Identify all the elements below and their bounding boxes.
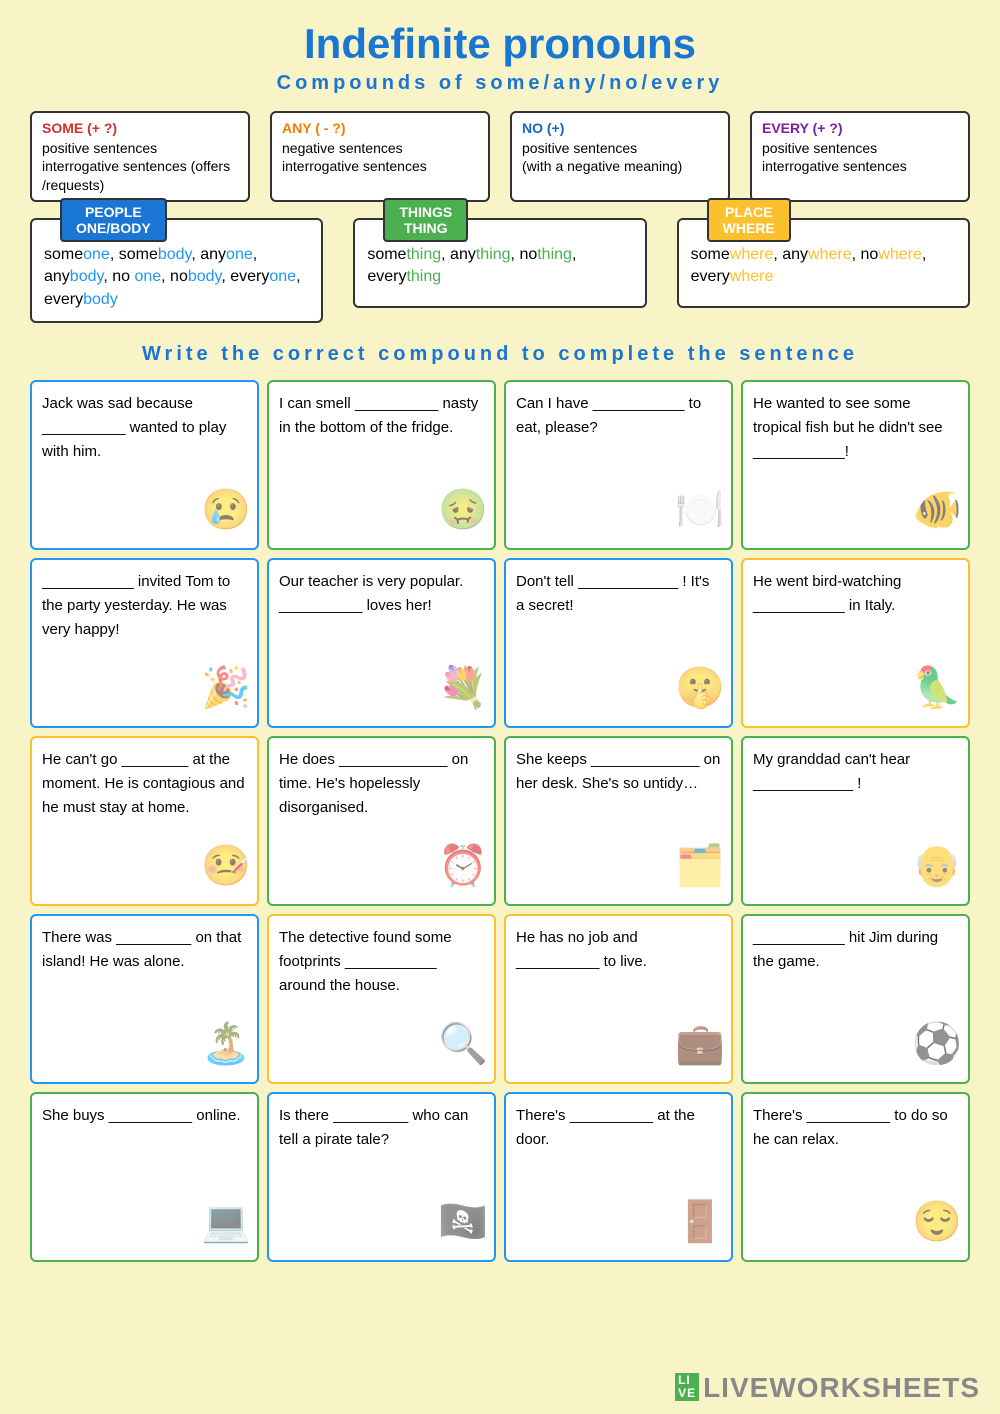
instruction: Write the correct compound to complete t…: [30, 343, 970, 366]
card-illustration: 🎉: [201, 656, 251, 720]
card-illustration: 👴: [912, 834, 962, 898]
category-column: THINGS THINGsomething, anything, nothing…: [353, 218, 646, 323]
exercise-card[interactable]: Jack was sad because __________ wanted t…: [30, 380, 259, 550]
exercise-card[interactable]: There's __________ at the door.🚪: [504, 1092, 733, 1262]
exercise-card[interactable]: There was _________ on that island! He w…: [30, 914, 259, 1084]
card-illustration: 🗂️: [675, 834, 725, 898]
card-illustration: 🤢: [438, 478, 488, 542]
rules-row: SOME (+ ?)positive sentencesinterrogativ…: [30, 111, 970, 202]
card-illustration: 😌: [912, 1190, 962, 1254]
card-illustration: 🏝️: [201, 1012, 251, 1076]
card-illustration: 🔍: [438, 1012, 488, 1076]
exercise-card[interactable]: Is there _________ who can tell a pirate…: [267, 1092, 496, 1262]
exercise-grid: Jack was sad because __________ wanted t…: [30, 380, 970, 1262]
card-illustration: ⚽: [912, 1012, 962, 1076]
card-illustration: 💐: [438, 656, 488, 720]
card-illustration: 💼: [675, 1012, 725, 1076]
card-illustration: 🚪: [675, 1190, 725, 1254]
rule-box: NO (+)positive sentences(with a negative…: [510, 111, 730, 202]
exercise-card[interactable]: He has no job and __________ to live.💼: [504, 914, 733, 1084]
card-illustration: ⏰: [438, 834, 488, 898]
exercise-card[interactable]: Don't tell ____________ ! It's a secret!…: [504, 558, 733, 728]
exercise-card[interactable]: ___________ invited Tom to the party yes…: [30, 558, 259, 728]
exercise-card[interactable]: Our teacher is very popular. __________ …: [267, 558, 496, 728]
exercise-card[interactable]: My granddad can't hear ____________ !👴: [741, 736, 970, 906]
card-illustration: 🦜: [912, 656, 962, 720]
card-illustration: 🍽️: [675, 478, 725, 542]
page-subtitle: Compounds of some/any/no/every: [30, 72, 970, 95]
rule-box: ANY ( - ?)negative sentencesinterrogativ…: [270, 111, 490, 202]
card-illustration: 🏴‍☠️: [438, 1190, 488, 1254]
exercise-card[interactable]: She buys __________ online.💻: [30, 1092, 259, 1262]
exercise-card[interactable]: There's __________ to do so he can relax…: [741, 1092, 970, 1262]
exercise-card[interactable]: He went bird-watching ___________ in Ita…: [741, 558, 970, 728]
exercise-card[interactable]: ___________ hit Jim during the game.⚽: [741, 914, 970, 1084]
exercise-card[interactable]: He wanted to see some tropical fish but …: [741, 380, 970, 550]
categories-row: PEOPLE ONE/BODYsomeone, somebody, anyone…: [30, 218, 970, 323]
rule-box: SOME (+ ?)positive sentencesinterrogativ…: [30, 111, 250, 202]
exercise-card[interactable]: Can I have ___________ to eat, please?🍽️: [504, 380, 733, 550]
exercise-card[interactable]: The detective found some footprints ____…: [267, 914, 496, 1084]
card-illustration: 🤒: [201, 834, 251, 898]
exercise-card[interactable]: She keeps _____________ on her desk. She…: [504, 736, 733, 906]
exercise-card[interactable]: I can smell __________ nasty in the bott…: [267, 380, 496, 550]
rule-box: EVERY (+ ?)positive sentencesinterrogati…: [750, 111, 970, 202]
card-illustration: 💻: [201, 1190, 251, 1254]
exercise-card[interactable]: He can't go ________ at the moment. He i…: [30, 736, 259, 906]
exercise-card[interactable]: He does _____________ on time. He's hope…: [267, 736, 496, 906]
watermark: LIVELIVEWORKSHEETS: [675, 1372, 980, 1404]
card-illustration: 😢: [201, 478, 251, 542]
category-column: PEOPLE ONE/BODYsomeone, somebody, anyone…: [30, 218, 323, 323]
category-column: PLACE WHEREsomewhere, anywhere, nowhere,…: [677, 218, 970, 323]
card-illustration: 🤫: [675, 656, 725, 720]
card-illustration: 🐠: [912, 478, 962, 542]
page-title: Indefinite pronouns: [30, 20, 970, 68]
